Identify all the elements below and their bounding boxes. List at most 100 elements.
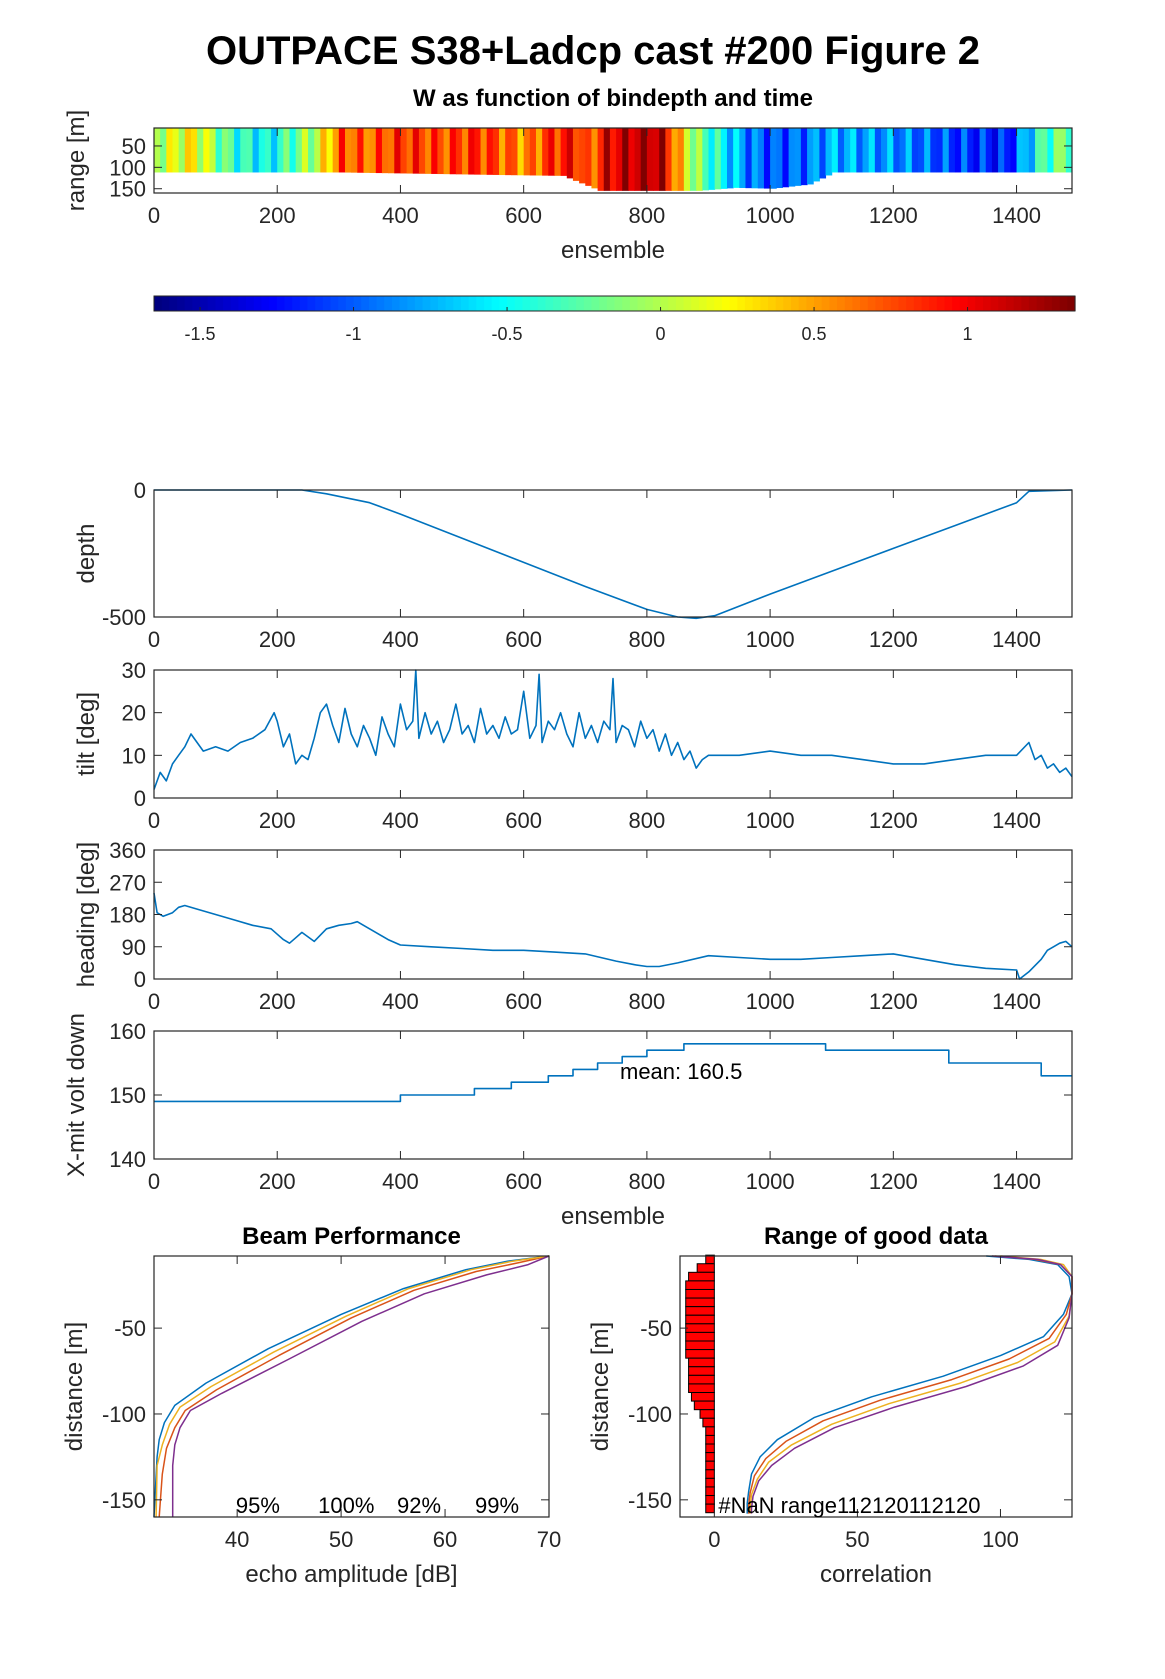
range-panel-nan-annotation: #NaN range112120112120 (718, 1493, 980, 1518)
w-panel-cell (462, 128, 469, 175)
w-panel-cell (289, 128, 297, 173)
w-panel-cell (776, 128, 783, 189)
volt-panel-xlabel: ensemble (561, 1203, 665, 1230)
range-panel-histogram-bar (685, 1297, 715, 1308)
volt-panel-xtick-label: 1200 (869, 1169, 918, 1194)
colorbar-segment (844, 296, 854, 311)
w-panel-cell (271, 128, 278, 173)
colorbar-segment (261, 296, 270, 311)
depth-panel-xtick-label: 400 (382, 627, 419, 652)
volt-panel-ytick-label: 160 (109, 1019, 146, 1044)
range-panel-xlabel: correlation (820, 1561, 932, 1588)
w-panel-cell (640, 128, 648, 191)
w-panel-cell (887, 128, 894, 173)
w-panel-cell (714, 128, 722, 190)
heading-panel-xtick-label: 1000 (746, 989, 795, 1014)
w-panel-cell (696, 128, 703, 191)
colorbar-segment (744, 296, 754, 311)
colorbar-segment (238, 296, 247, 311)
w-panel-cell (782, 128, 790, 188)
w-panel-cell (357, 128, 364, 173)
w-panel-cell (363, 128, 371, 173)
beam-panel-ytick-label: -100 (102, 1402, 146, 1427)
w-panel-cell (936, 128, 944, 173)
colorbar-segment (714, 296, 723, 311)
w-panel-cell (659, 128, 666, 191)
colorbar-segment (453, 296, 462, 311)
beam-panel-xtick-label: 70 (537, 1527, 561, 1552)
w-panel-cell (166, 128, 173, 173)
heading-panel-ylabel: heading [deg] (73, 842, 100, 987)
colorbar-segment (729, 296, 738, 311)
w-panel-cell (819, 128, 827, 179)
range-panel-histogram-bar (685, 1331, 715, 1342)
volt-panel-xtick-label: 600 (505, 1169, 542, 1194)
range-panel-ytick-label: -100 (628, 1402, 672, 1427)
w-panel-cell (234, 128, 241, 173)
colorbar-segment (299, 296, 309, 311)
range-panel-histogram-bar (705, 1452, 715, 1462)
colorbar-segment (944, 296, 953, 311)
w-panel-cell (523, 128, 531, 176)
w-panel-cell (1035, 128, 1042, 173)
volt-panel-xtick-label: 1400 (992, 1169, 1041, 1194)
colorbar-segment (253, 296, 263, 311)
w-panel-cell (961, 128, 968, 173)
colorbar-segment (1013, 296, 1022, 311)
figure-title: OUTPACE S38+Ladcp cast #200 Figure 2 (206, 29, 980, 73)
w-panel-cell (264, 128, 272, 173)
colorbar-segment (860, 296, 869, 311)
w-panel-cell (745, 128, 753, 189)
depth-panel-ytick-label: 0 (134, 478, 146, 503)
colorbar-segment (391, 296, 401, 311)
heading-panel-series-line (153, 892, 1073, 980)
colorbar-segment (898, 296, 907, 311)
beam-panel-xtick-label: 40 (225, 1527, 249, 1552)
colorbar-segment (414, 296, 424, 311)
colorbar-segment (1028, 296, 1038, 311)
colorbar-segment (484, 296, 493, 311)
volt-panel-xtick-label: 800 (629, 1169, 666, 1194)
colorbar-segment (721, 296, 731, 311)
w-panel-xtick-label: 200 (259, 203, 296, 228)
w-panel-cell (548, 128, 555, 176)
beam-panel-xlabel: echo amplitude [dB] (245, 1561, 457, 1588)
range-panel-histogram-bar (705, 1460, 715, 1471)
colorbar-segment (315, 296, 324, 311)
colorbar-segment (530, 296, 539, 311)
w-panel-cell (406, 128, 414, 174)
w-panel-cell (412, 128, 420, 174)
w-panel-cell (813, 128, 820, 182)
tilt-panel-series-line (153, 669, 1073, 790)
w-panel-cell (967, 128, 974, 173)
tilt-panel: 0 200 400 600 800 1000 1200 1400 0 10 20 30 tilt [de… (73, 658, 1073, 833)
colorbar-segment (1044, 296, 1053, 311)
range-panel-histogram-bar (688, 1374, 715, 1385)
tilt-panel-frame (153, 669, 1073, 799)
w-panel-cell (480, 128, 488, 175)
w-panel-cell (591, 128, 599, 189)
range-panel-histogram-bar (688, 1357, 715, 1368)
colorbar-segment (154, 296, 163, 311)
w-panel-xtick-label: 1400 (992, 203, 1041, 228)
w-panel-cell (905, 128, 913, 173)
range-panel-histogram-bar (705, 1443, 715, 1454)
tilt-panel-xtick-label: 200 (259, 808, 296, 833)
range-panel-histogram-bar (705, 1486, 715, 1497)
w-panel-cell (702, 128, 709, 191)
colorbar-segment (461, 296, 470, 311)
colorbar-tick-label: 0 (656, 324, 666, 344)
w-panel-cell (554, 128, 562, 176)
beam-panel-beam-line (153, 1255, 550, 1518)
w-panel-cell (369, 128, 377, 173)
colorbar-segment (322, 296, 332, 311)
colorbar-segment (407, 296, 416, 311)
tilt-panel-xtick-label: 800 (629, 808, 666, 833)
range-panel-histogram-bar (688, 1366, 715, 1376)
range-panel-ylabel: distance [m] (587, 1322, 614, 1451)
w-panel-cell (351, 128, 358, 173)
colorbar-segment (1005, 296, 1015, 311)
volt-panel-xtick-label: 200 (259, 1169, 296, 1194)
colorbar-frame (153, 295, 1076, 312)
colorbar-tick-label: 0.5 (802, 324, 827, 344)
